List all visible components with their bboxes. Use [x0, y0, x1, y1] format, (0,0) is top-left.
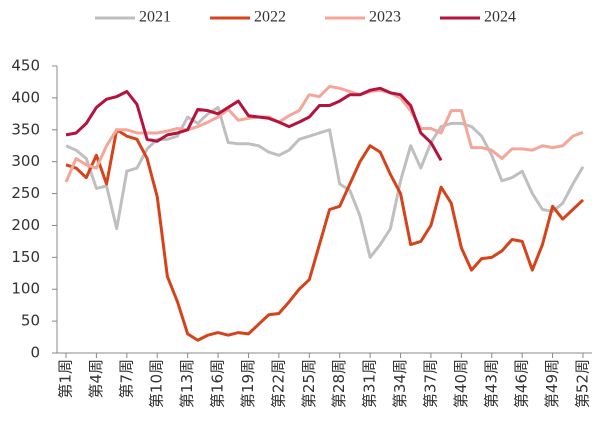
- y-tick-label: 400: [11, 88, 40, 106]
- x-tick-label: 第31周: [361, 359, 379, 408]
- legend-label: 2021: [139, 9, 171, 26]
- legend-label: 2023: [369, 9, 401, 26]
- x-tick-label: 第25周: [300, 359, 318, 408]
- x-tick-label: 第7周: [117, 359, 135, 399]
- line-series: [65, 86, 443, 162]
- y-tick-label: 0: [30, 344, 40, 362]
- x-tick-label: 第49周: [543, 359, 561, 408]
- x-tick-label: 第40周: [452, 359, 470, 408]
- legend-label: 2024: [484, 9, 516, 26]
- y-tick-label: 150: [11, 248, 40, 266]
- x-tick-label: 第34周: [391, 359, 409, 408]
- line-series: [65, 128, 585, 342]
- x-tick-label: 第46周: [513, 359, 531, 408]
- y-tick-label: 250: [11, 184, 40, 202]
- x-tick-label: 第16周: [209, 359, 227, 408]
- x-tick-label: 第43周: [482, 359, 500, 408]
- y-tick-label: 100: [11, 280, 40, 298]
- y-tick-label: 300: [11, 152, 40, 170]
- x-tick-label: 第37周: [421, 359, 439, 408]
- x-tick-label: 第19周: [239, 359, 257, 408]
- line-series: [64, 84, 584, 183]
- y-tick-label: 450: [11, 57, 40, 75]
- x-tick-label: 第52周: [574, 359, 592, 408]
- y-tick-label: 200: [11, 216, 40, 234]
- y-tick-label: 350: [11, 120, 40, 138]
- y-tick-label: 50: [21, 312, 40, 330]
- x-tick-label: 第4周: [87, 359, 105, 399]
- legend-label: 2022: [254, 9, 286, 26]
- x-tick-label: 第22周: [269, 359, 287, 408]
- x-tick-label: 第13周: [178, 359, 196, 408]
- x-tick-label: 第1周: [57, 359, 75, 399]
- x-tick-label: 第28周: [330, 359, 348, 408]
- x-tick-label: 第10周: [148, 359, 166, 408]
- line-series: [65, 105, 585, 259]
